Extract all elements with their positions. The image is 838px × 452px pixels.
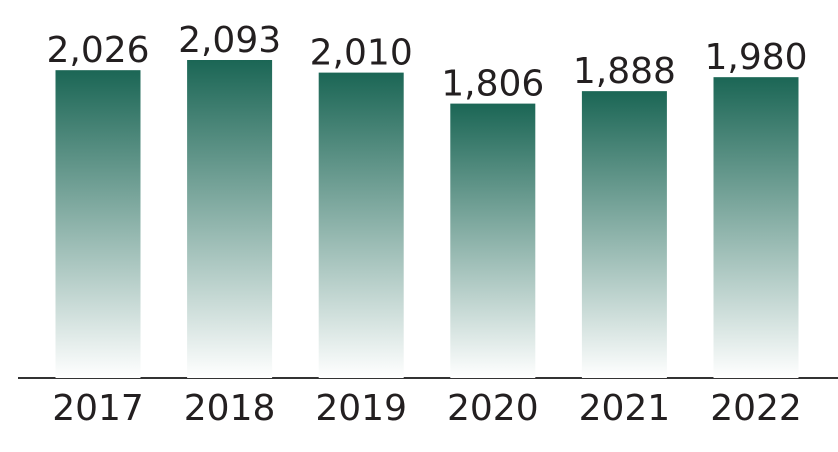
- bar: [581, 91, 667, 379]
- x-tick-label: 2018: [184, 388, 276, 429]
- x-tick-label: 2020: [447, 388, 539, 429]
- x-tick-label: 2019: [315, 388, 407, 429]
- bar: [450, 103, 536, 379]
- bar: [187, 60, 273, 378]
- bar: [713, 77, 799, 379]
- value-label: 1,806: [441, 64, 544, 105]
- value-label: 1,980: [704, 37, 807, 78]
- bar: [318, 72, 404, 379]
- x-tick-label: 2021: [579, 388, 671, 429]
- value-label: 2,010: [310, 33, 413, 74]
- bar: [55, 70, 141, 378]
- x-tick-label: 2017: [52, 388, 144, 429]
- value-label: 2,026: [46, 30, 149, 71]
- x-tick-label: 2022: [710, 388, 802, 429]
- value-label: 1,888: [573, 51, 676, 92]
- value-label: 2,093: [178, 20, 281, 61]
